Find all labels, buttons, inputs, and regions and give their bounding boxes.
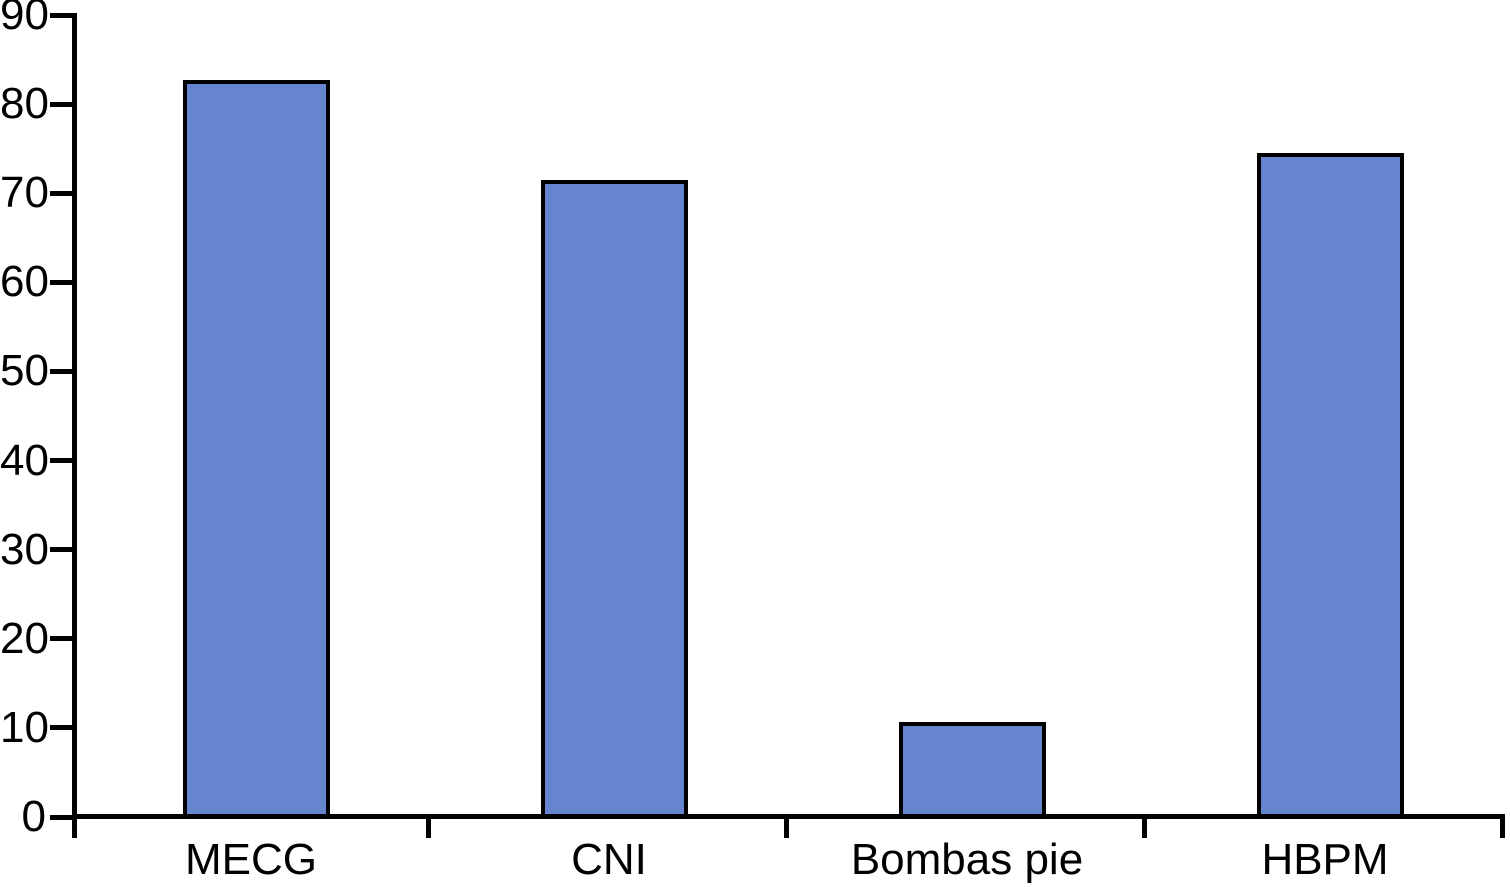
x-category-label: CNI — [571, 835, 647, 884]
y-tick-label: 20 — [0, 613, 49, 663]
x-tick — [784, 814, 789, 838]
x-category-label: HBPM — [1261, 835, 1389, 884]
y-tick-label: 10 — [0, 702, 49, 752]
x-category-label: MECG — [185, 835, 317, 884]
y-tick — [50, 101, 77, 107]
x-category-label: Bombas pie — [850, 835, 1084, 884]
bar-hbpm — [1256, 153, 1404, 818]
y-axis — [72, 13, 77, 838]
y-tick-label: 60 — [0, 257, 49, 307]
y-tick — [50, 279, 77, 285]
y-tick — [50, 814, 77, 820]
y-tick-label: 30 — [0, 524, 49, 574]
x-tick — [1142, 814, 1147, 838]
x-tick — [426, 814, 431, 838]
y-tick — [50, 636, 77, 642]
y-tick-label: 70 — [0, 168, 49, 218]
bar-cni — [540, 179, 688, 818]
y-tick — [50, 368, 77, 374]
bar-mecg — [182, 80, 330, 818]
y-tick-label: 40 — [0, 435, 49, 485]
x-tick — [1500, 814, 1505, 838]
y-tick — [50, 547, 77, 553]
y-tick — [50, 725, 77, 731]
y-tick-label: 90 — [0, 0, 49, 39]
y-tick-label: 50 — [0, 346, 49, 396]
y-tick — [50, 458, 77, 464]
y-tick-label: 80 — [0, 79, 49, 129]
y-tick — [50, 190, 77, 196]
bar-bombas-pie — [898, 721, 1046, 818]
y-tick-label: 0 — [21, 792, 46, 841]
y-tick — [50, 12, 77, 18]
